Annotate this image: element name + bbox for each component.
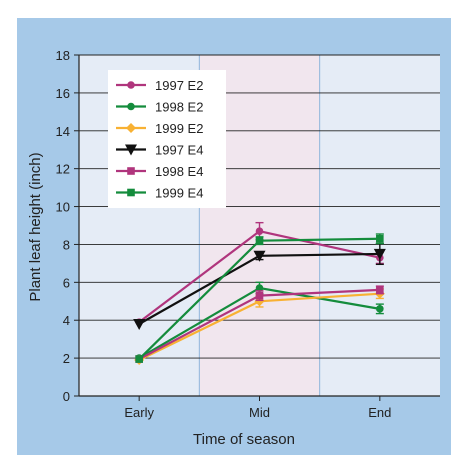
y-tick-label: 2 xyxy=(63,351,70,366)
data-point xyxy=(376,305,384,313)
x-axis-label: Time of season xyxy=(193,431,295,448)
y-tick-label: 14 xyxy=(56,124,70,139)
data-point xyxy=(135,355,143,363)
y-axis-label: Plant leaf height (inch) xyxy=(27,152,44,301)
legend-marker xyxy=(127,81,135,89)
data-point xyxy=(255,284,264,292)
band-end xyxy=(319,55,440,396)
y-tick-label: 18 xyxy=(56,48,70,63)
x-tick-label: Early xyxy=(124,405,154,420)
data-point xyxy=(373,248,386,260)
legend-marker xyxy=(127,167,135,175)
data-point xyxy=(255,227,264,235)
legend-item: 1997 E2 xyxy=(116,78,203,93)
data-point xyxy=(255,236,264,245)
legend-label: 1998 E2 xyxy=(155,100,203,115)
y-tick-label: 6 xyxy=(63,275,70,290)
y-tick-label: 12 xyxy=(56,162,70,177)
legend-marker xyxy=(125,144,137,156)
data-point xyxy=(255,291,264,300)
legend-item: 1999 E4 xyxy=(116,186,203,201)
legend-item: 1998 E2 xyxy=(116,100,203,115)
legend-label: 1997 E4 xyxy=(155,143,203,158)
data-point xyxy=(253,250,266,262)
y-tick-label: 0 xyxy=(63,389,70,404)
series-1999-e4 xyxy=(135,233,384,363)
x-tick-label: End xyxy=(368,405,391,420)
legend: 1997 E2 1998 E2 1999 E2 1997 E4 1998 E4 1999 … xyxy=(108,70,226,208)
data-point xyxy=(376,234,384,243)
data-point xyxy=(133,319,146,331)
y-tick-label: 16 xyxy=(56,86,70,101)
legend-label: 1999 E4 xyxy=(155,186,203,201)
legend-item: 1998 E4 xyxy=(116,164,203,179)
legend-label: 1998 E4 xyxy=(155,164,203,179)
y-tick-label: 10 xyxy=(56,200,70,215)
x-tick-labels: Early Mid End xyxy=(124,396,391,420)
series-layer xyxy=(133,221,386,366)
legend-box xyxy=(108,70,226,208)
legend-label: 1997 E2 xyxy=(155,78,203,93)
y-tick-labels: 0 2 4 6 8 10 12 14 16 18 xyxy=(56,48,70,404)
y-tick-label: 8 xyxy=(63,237,70,252)
legend-marker xyxy=(127,188,135,197)
legend-label: 1999 E2 xyxy=(155,121,203,136)
data-point xyxy=(376,286,384,294)
legend-item: 1997 E4 xyxy=(116,143,203,158)
legend-item: 1999 E2 xyxy=(116,121,203,136)
y-tick-label: 4 xyxy=(63,313,70,328)
legend-marker xyxy=(127,102,135,111)
series-1997-e4 xyxy=(133,242,386,331)
x-tick-label: Mid xyxy=(249,405,270,420)
legend-marker xyxy=(126,123,136,133)
